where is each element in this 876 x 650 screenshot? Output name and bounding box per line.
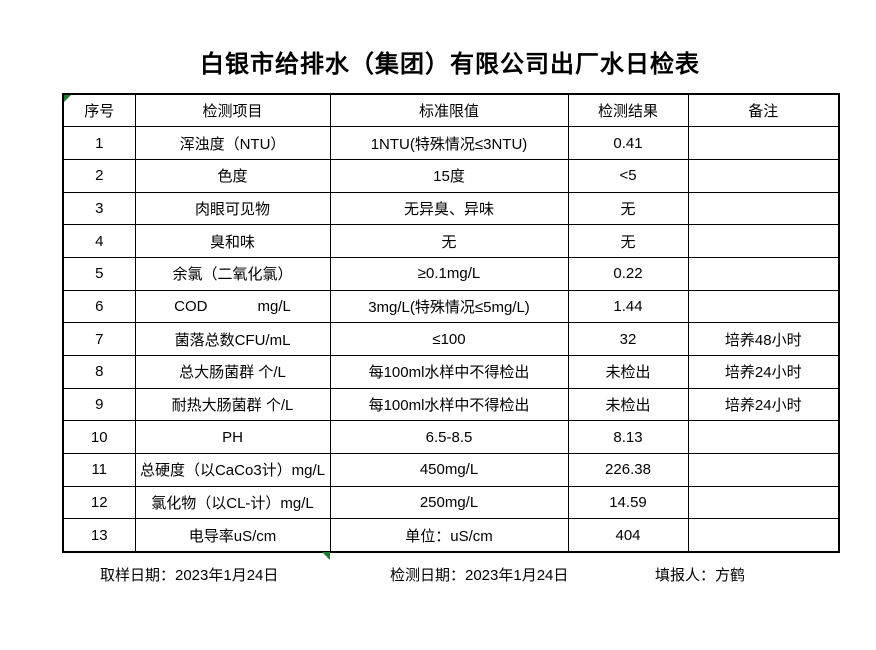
cell-remark xyxy=(687,485,840,520)
cell-remark xyxy=(687,126,840,160)
cell-result: <5 xyxy=(567,158,689,193)
cell-result: 32 xyxy=(567,322,689,356)
cell-no: 10 xyxy=(62,420,136,455)
cell-result: 无 xyxy=(567,224,689,258)
cell-no: 13 xyxy=(62,518,136,553)
cell-remark xyxy=(687,420,840,455)
inspection-table: 序号 检测项目 标准限值 检测结果 备注 1 浑浊度（NTU） 1NTU(特殊情况≤… xyxy=(62,93,840,553)
cell-remark: 培养24小时 xyxy=(687,355,840,389)
cell-remark: 培养24小时 xyxy=(687,387,840,422)
cell-item: PH xyxy=(134,420,331,455)
cell-no: 1 xyxy=(62,126,136,160)
cell-result: 8.13 xyxy=(567,420,689,455)
cell-no: 8 xyxy=(62,355,136,389)
cell-standard: 每100ml水样中不得检出 xyxy=(329,355,569,389)
cell-no: 5 xyxy=(62,256,136,291)
table-row: 2 色度 15度 <5 xyxy=(62,158,840,193)
cell-no: 7 xyxy=(62,322,136,356)
cell-result: 404 xyxy=(567,518,689,553)
cell-standard: 6.5-8.5 xyxy=(329,420,569,455)
table-row: 9 耐热大肠菌群 个/L 每100ml水样中不得检出 未检出 培养24小时 xyxy=(62,387,840,422)
cell-item: 氯化物（以CL-计）mg/L xyxy=(134,485,331,520)
header-result: 检测结果 xyxy=(567,93,689,128)
cell-item: COD mg/L xyxy=(134,289,331,324)
table-row: 1 浑浊度（NTU） 1NTU(特殊情况≤3NTU) 0.41 xyxy=(62,126,840,160)
cell-result: 14.59 xyxy=(567,485,689,520)
cell-item: 总大肠菌群 个/L xyxy=(134,355,331,389)
cell-no: 12 xyxy=(62,485,136,520)
test-date-text: 检测日期：2023年1月24日 xyxy=(390,567,569,584)
table-row: 8 总大肠菌群 个/L 每100ml水样中不得检出 未检出 培养24小时 xyxy=(62,355,840,389)
cell-remark xyxy=(687,289,840,324)
cell-no: 6 xyxy=(62,289,136,324)
cell-result: 未检出 xyxy=(567,387,689,422)
page-title: 白银市给排水（集团）有限公司出厂水日检表 xyxy=(200,51,700,78)
table-row: 4 臭和味无无 xyxy=(62,224,840,258)
cell-result: 0.22 xyxy=(567,256,689,291)
cell-item: 肉眼可见物 xyxy=(134,191,331,226)
cell-standard: 1NTU(特殊情况≤3NTU) xyxy=(329,126,569,160)
cell-result: 无 xyxy=(567,191,689,226)
cell-standard: 单位：uS/cm xyxy=(329,518,569,553)
table-body: 1 浑浊度（NTU） 1NTU(特殊情况≤3NTU) 0.41 2 色度 15度 <5 3 肉眼可… xyxy=(62,126,840,553)
cell-standard: 每100ml水样中不得检出 xyxy=(329,387,569,422)
cell-standard: 无 xyxy=(329,224,569,258)
header-standard: 标准限值 xyxy=(329,93,569,128)
cell-no: 9 xyxy=(62,387,136,422)
cell-remark xyxy=(687,453,840,487)
cell-result: 226.38 xyxy=(567,453,689,487)
cell-remark xyxy=(687,224,840,258)
cell-standard: 450mg/L xyxy=(329,453,569,487)
cell-standard: 15度 xyxy=(329,158,569,193)
cell-no: 4 xyxy=(62,224,136,258)
sampling-date-text: 取样日期：2023年1月24日 xyxy=(100,567,279,584)
table-row: 12 氯化物（以CL-计）mg/L 250mg/L 14.59 xyxy=(62,485,840,520)
table-row: 13 电导率uS/cm 单位：uS/cm 404 xyxy=(62,518,840,553)
cell-remark xyxy=(687,518,840,553)
cell-no: 3 xyxy=(62,191,136,226)
excel-fill-handle-icon xyxy=(322,552,330,560)
reporter-text: 填报人：方鹤 xyxy=(655,567,746,584)
cell-item: 电导率uS/cm xyxy=(134,518,331,553)
header-remark: 备注 xyxy=(687,93,840,128)
cell-standard: 250mg/L xyxy=(329,485,569,520)
cell-remark: 培养48小时 xyxy=(687,322,840,356)
table-row: 5 余氯（二氧化氯） ≥0.1mg/L 0.22 xyxy=(62,256,840,291)
cell-item: 耐热大肠菌群 个/L xyxy=(134,387,331,422)
cell-result: 未检出 xyxy=(567,355,689,389)
cell-item: 余氯（二氧化氯） xyxy=(134,256,331,291)
header-no: 序号 xyxy=(62,93,136,128)
cell-standard: 无异臭、异味 xyxy=(329,191,569,226)
table-row: 6 COD mg/L 3mg/L(特殊情况≤5mg/L) 1.44 xyxy=(62,289,840,324)
table-row: 11 总硬度（以CaCo3计）mg/L 450mg/L 226.38 xyxy=(62,453,840,487)
cell-result: 1.44 xyxy=(567,289,689,324)
cell-remark xyxy=(687,191,840,226)
table-row: 10 PH 6.5-8.5 8.13 xyxy=(62,420,840,455)
cell-remark xyxy=(687,158,840,193)
cell-item: 总硬度（以CaCo3计）mg/L xyxy=(134,453,331,487)
cell-standard: ≥0.1mg/L xyxy=(329,256,569,291)
cell-item: 浑浊度（NTU） xyxy=(134,126,331,160)
cell-no: 11 xyxy=(62,453,136,487)
excel-corner-indicator-icon xyxy=(64,95,71,102)
cell-standard: 3mg/L(特殊情况≤5mg/L) xyxy=(329,289,569,324)
cell-item: 臭和味 xyxy=(134,224,331,258)
table-header-row: 序号 检测项目 标准限值 检测结果 备注 xyxy=(62,93,840,128)
cell-item: 菌落总数CFU/mL xyxy=(134,322,331,356)
cell-no: 2 xyxy=(62,158,136,193)
header-item: 检测项目 xyxy=(134,93,331,128)
cell-standard: ≤100 xyxy=(329,322,569,356)
cell-result: 0.41 xyxy=(567,126,689,160)
cell-remark xyxy=(687,256,840,291)
table-row: 7 菌落总数CFU/mL ≤100 32 培养48小时 xyxy=(62,322,840,356)
cell-item: 色度 xyxy=(134,158,331,193)
table-row: 3 肉眼可见物 无异臭、异味无 xyxy=(62,191,840,226)
